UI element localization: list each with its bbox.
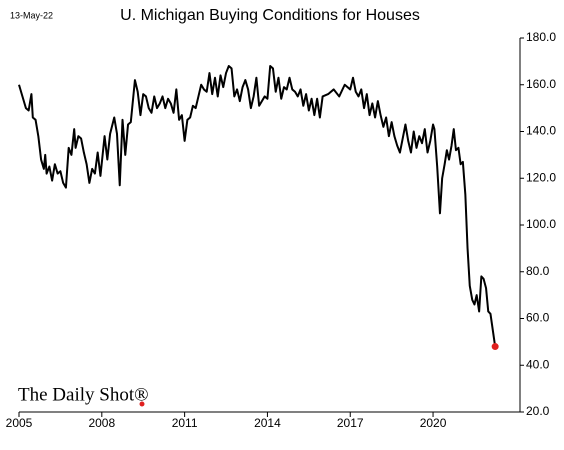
end-marker — [491, 343, 499, 351]
y-tick-label: 20.0 — [526, 404, 550, 418]
x-tick-label: 2014 — [254, 416, 281, 430]
x-tick-label: 2011 — [172, 416, 198, 430]
date-label: 13-May-22 — [10, 10, 53, 20]
data-line — [18, 65, 497, 347]
watermark: The Daily Shot® — [18, 384, 149, 405]
x-tick-label: 2008 — [88, 416, 115, 430]
y-tick-label: 120.0 — [526, 170, 556, 184]
x-tick-label: 2005 — [6, 416, 33, 430]
y-tick-label: 80.0 — [526, 264, 550, 278]
x-tick-label: 2017 — [337, 416, 364, 430]
x-tick-label: 2020 — [420, 416, 447, 430]
y-tick-label: 60.0 — [526, 311, 550, 325]
y-tick-label: 180.0 — [526, 30, 556, 44]
chart-title: U. Michigan Buying Conditions for Houses — [120, 7, 420, 24]
y-tick-label: 40.0 — [526, 357, 550, 371]
y-tick-label: 140.0 — [526, 124, 556, 138]
y-tick-label: 100.0 — [526, 217, 556, 231]
watermark-dot — [139, 401, 145, 407]
y-tick-label: 160.0 — [526, 77, 556, 91]
